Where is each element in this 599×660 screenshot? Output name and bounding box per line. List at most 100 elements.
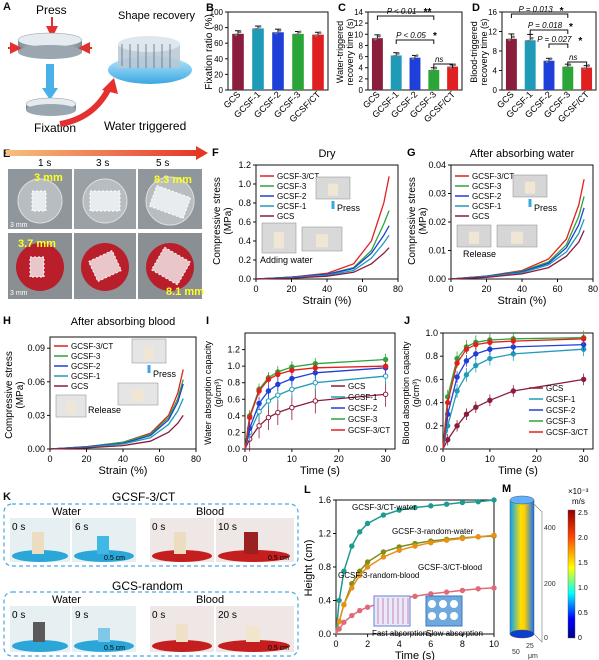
panel-d-sig-bracket bbox=[567, 61, 588, 66]
panel-l-point bbox=[428, 503, 434, 509]
panel-h-series-line bbox=[49, 415, 184, 450]
panel-c-point bbox=[453, 63, 456, 66]
k-water-1: Water bbox=[52, 506, 81, 518]
panel-e-photos: 1 s 3 s 5 s 3 mm 8.3 mm 3 mm 3.7 mm 8.1 … bbox=[6, 146, 208, 299]
chart-i: I 0.0 0.2 0.4 0.6 0.8 1.0 1.2 0 10 20 30 Time (s) Wat… bbox=[203, 315, 396, 477]
panel-l-ytick-label: 0.0 bbox=[318, 629, 331, 639]
panel-d-ylabel: Blood-triggered bbox=[469, 21, 479, 83]
panel-j-plot-frame bbox=[442, 332, 594, 450]
panel-d-ytick-label: 12 bbox=[488, 28, 497, 37]
chart-g: G After absorbing water 0.00 0.01 0.02 0.03 0.… bbox=[407, 147, 598, 307]
panel-d-point bbox=[508, 38, 511, 42]
time-arrow-icon bbox=[6, 146, 208, 160]
panel-j-xlabel: Time (s) bbox=[498, 465, 538, 477]
panel-j-point bbox=[510, 338, 517, 344]
label-8-1mm: 8.1 mm bbox=[166, 286, 204, 298]
panel-i-series-line bbox=[244, 367, 386, 450]
shape-recovery-label: Shape recovery bbox=[118, 10, 196, 22]
panel-i-letter: I bbox=[206, 315, 209, 327]
panel-h-xtick-label: 80 bbox=[191, 454, 201, 464]
panel-d-point bbox=[530, 36, 534, 40]
panel-c-sig-text: P < 0.05 bbox=[396, 31, 426, 40]
panel-a-schematic: Press Fixation Shape recovery Water trig… bbox=[8, 3, 196, 135]
panel-c-ylabel: recovery time (s) bbox=[345, 18, 355, 85]
panel-d-point bbox=[587, 64, 590, 67]
panel-g-ytick-label: 0.04 bbox=[428, 160, 446, 170]
panel-f-xtick-label: 80 bbox=[393, 284, 403, 294]
panel-c-bar bbox=[409, 57, 421, 90]
panel-h-legend-label: GCSF-2 bbox=[71, 362, 101, 371]
panel-c-sig-bracket bbox=[433, 63, 454, 68]
panel-f-series-line bbox=[255, 247, 390, 280]
panel-i-ytick-label: 1.2 bbox=[227, 345, 240, 355]
panel-l-point bbox=[475, 534, 481, 540]
panel-letter-m: M bbox=[502, 483, 511, 495]
panel-h-xlabel: Strain (%) bbox=[99, 465, 148, 477]
panel-c-sig-text: ns bbox=[435, 55, 443, 64]
panel-b-point bbox=[294, 33, 298, 37]
chart-d: D0481216GCSGCSF-1GCSF-2GCSF-3GCSF/CTBloo… bbox=[469, 2, 597, 124]
panel-c-ytick-label: 14 bbox=[354, 8, 363, 17]
panel-l-xtick-label: 10 bbox=[489, 639, 499, 649]
panel-l-ylabel: Height (cm) bbox=[303, 540, 315, 597]
panel-i-ytick-label: 0.4 bbox=[227, 411, 240, 421]
chart-h: H After absorbing blood 0.00 0.03 0.06 0.09 0 2… bbox=[3, 315, 201, 477]
label-8-3mm: 8.3 mm bbox=[154, 174, 192, 186]
panel-b-bar bbox=[272, 32, 284, 90]
panel-h-ylabel: Compressive stress bbox=[4, 351, 15, 439]
panel-c-bar bbox=[390, 55, 402, 90]
panel-j-series-line bbox=[442, 378, 584, 450]
panel-l-series-label: GCSF-3-random-water bbox=[392, 527, 474, 536]
scale-bar-1: 3 mm bbox=[10, 222, 28, 229]
panel-j-point bbox=[473, 362, 479, 369]
m-axis-tick-1: 200 bbox=[544, 581, 556, 588]
m-axis-tick-2: 0 bbox=[544, 635, 548, 642]
time-3: 5 s bbox=[156, 158, 169, 169]
panel-l-series-label: GCSF-3/CT-blood bbox=[418, 563, 482, 572]
k-time-5: 0 s bbox=[12, 610, 25, 621]
panel-g-inset-sample bbox=[511, 231, 523, 244]
m-axis-tick-0: 400 bbox=[544, 525, 556, 532]
panel-b-bar bbox=[252, 28, 264, 91]
panel-l-point bbox=[380, 554, 387, 560]
panel-l-letter: L bbox=[304, 484, 311, 496]
panel-d-ylabel: recovery time (s) bbox=[479, 18, 489, 85]
panel-g-inset-label: Press bbox=[534, 203, 558, 213]
panel-l-series-label: GCSF-3-random-blood bbox=[338, 571, 419, 580]
panel-f-ytick-label: 0.8 bbox=[238, 198, 251, 208]
panel-j-ytick-label: 0.2 bbox=[425, 421, 438, 431]
panel-d-sig-stars: * bbox=[560, 6, 564, 17]
label-3-7mm: 3.7 mm bbox=[18, 238, 56, 250]
panel-j-point bbox=[510, 388, 517, 394]
panel-b-letter: B bbox=[206, 2, 214, 14]
panel-b-point bbox=[274, 31, 278, 35]
panel-h-inset-sample bbox=[66, 401, 76, 414]
panel-j-point bbox=[463, 358, 470, 364]
panel-f-ytick-label: 0.4 bbox=[238, 236, 251, 246]
panel-d-point bbox=[545, 60, 549, 64]
panel-f-ylabel: (MPa) bbox=[223, 207, 234, 234]
m-tick-3: 1.0 bbox=[578, 585, 588, 592]
panel-g-legend-label: GCSF-3/CT bbox=[472, 172, 514, 181]
panel-l-point bbox=[412, 504, 418, 511]
chart-c: C02468101214GCSGCSF-1GCSF-2GCSF-3GCSF/CT… bbox=[335, 2, 463, 124]
panel-i-ytick-label: 0.2 bbox=[227, 427, 240, 437]
panel-f-inset-sample bbox=[273, 232, 285, 249]
panel-c-sig-bracket bbox=[395, 39, 435, 44]
panel-d-ytick-label: 0 bbox=[493, 86, 498, 95]
panel-g-xlabel: Strain (%) bbox=[498, 295, 547, 307]
panel-l-pore bbox=[450, 600, 458, 608]
panel-c-point bbox=[411, 57, 415, 61]
panel-h-inset-label: Press bbox=[153, 369, 177, 379]
panel-c-ytick-label: 12 bbox=[354, 19, 363, 28]
panel-g-xtick-label: 20 bbox=[481, 284, 491, 294]
panel-g-ylabel: Compressive stress bbox=[407, 177, 418, 265]
recovered-scaffold bbox=[108, 36, 192, 84]
panel-h-legend-label: GCS bbox=[71, 382, 88, 391]
panel-i-point bbox=[312, 365, 319, 371]
panel-l-point bbox=[364, 520, 371, 527]
panel-d-point bbox=[564, 66, 568, 69]
m-unit-top: ×10⁻³ bbox=[568, 487, 589, 496]
panel-g-inset-label: Release bbox=[463, 249, 496, 259]
panel-b-bar bbox=[312, 34, 324, 90]
